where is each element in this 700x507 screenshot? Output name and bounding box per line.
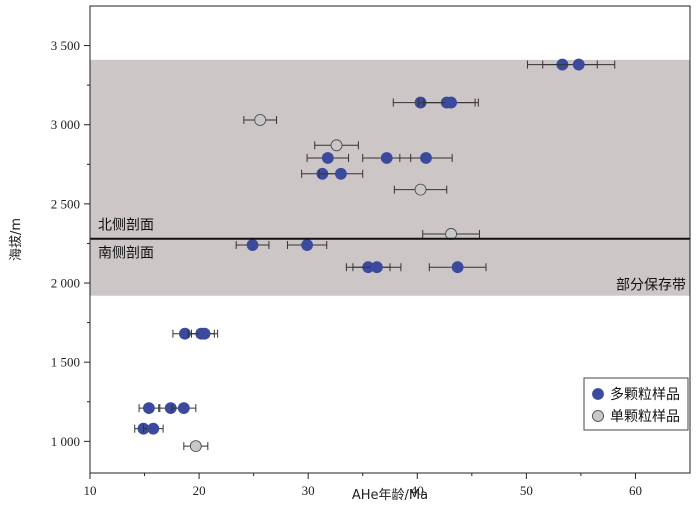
legend: 多颗粒样品 单颗粒样品: [583, 377, 689, 431]
point-multi-18: [143, 402, 155, 414]
point-multi-17: [198, 327, 211, 340]
data-layer: [134, 58, 616, 452]
point-multi-1: [572, 58, 585, 71]
y-tick-label-0: 1 000: [51, 434, 80, 449]
point-multi-5: [321, 152, 334, 164]
north-section-label: 北侧剖面: [98, 218, 154, 234]
point-multi-7: [420, 152, 432, 164]
axes: 10 20 30 40 50 60 1 000 1 500 2 000 2 500 3 000 3 5…: [51, 38, 642, 498]
point-single-0: [254, 114, 267, 126]
point-multi-9: [335, 167, 347, 180]
x-tick-label-3: 40: [411, 483, 424, 498]
point-single-1: [330, 139, 343, 152]
x-tick-label-0: 10: [84, 483, 97, 498]
point-multi-13: [371, 261, 383, 274]
point-multi-11: [301, 239, 313, 251]
x-axis-title: AHe年龄/Ma: [352, 488, 428, 503]
x-tick-label-4: 50: [520, 483, 533, 498]
y-tick-label-2: 2 000: [51, 276, 80, 291]
point-multi-6: [380, 152, 393, 164]
legend-label-single-grain: 单颗粒样品: [610, 409, 680, 425]
y-tick-label-5: 3 500: [51, 38, 80, 53]
point-single-2: [414, 183, 427, 196]
legend-marker-multi-grain: [592, 388, 604, 400]
point-multi-22: [147, 422, 160, 435]
x-tick-label-1: 20: [193, 483, 206, 498]
partial-retention-zone-band: [90, 59, 690, 296]
y-tick-label-1: 1 500: [51, 355, 80, 370]
x-tick-label-2: 30: [302, 483, 315, 498]
point-multi-4: [445, 96, 457, 109]
partial-retention-zone-label: 部分保存带: [616, 278, 686, 294]
legend-box: [583, 377, 689, 431]
point-multi-20: [177, 402, 190, 414]
legend-label-multi-grain: 多颗粒样品: [610, 386, 680, 403]
x-tick-label-5: 60: [629, 483, 642, 498]
point-multi-10: [246, 239, 259, 251]
legend-marker-single-grain: [592, 410, 604, 422]
south-section-label: 南侧剖面: [98, 246, 154, 262]
y-tick-label-3: 2 500: [51, 196, 80, 211]
point-single-4: [189, 440, 202, 452]
point-multi-14: [451, 261, 464, 274]
y-axis-title: 海拔/m: [9, 218, 24, 261]
plot-frame: [89, 5, 691, 474]
y-tick-label-4: 3 000: [51, 117, 80, 132]
